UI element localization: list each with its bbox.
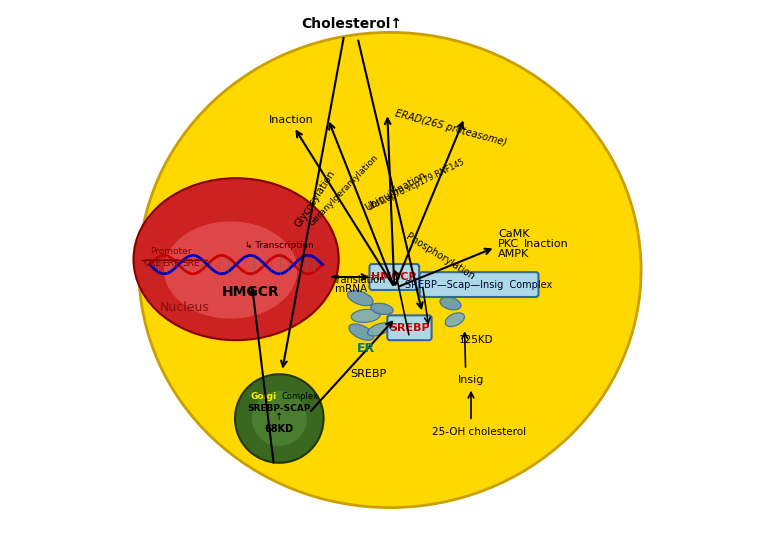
Text: 68KD: 68KD xyxy=(264,424,294,434)
Text: Complex: Complex xyxy=(282,393,318,401)
Text: mRNA: mRNA xyxy=(335,285,367,294)
Text: SREBP: SREBP xyxy=(389,323,430,333)
Text: PKC: PKC xyxy=(498,239,519,249)
Text: AMPK: AMPK xyxy=(498,249,530,259)
Text: CRE: CRE xyxy=(144,259,161,268)
Ellipse shape xyxy=(139,32,641,508)
Text: Inaction: Inaction xyxy=(524,239,569,249)
Text: 125KD: 125KD xyxy=(459,335,494,345)
Text: Promoter: Promoter xyxy=(151,247,192,255)
Ellipse shape xyxy=(440,297,461,310)
Text: ERAD(26S proteasome): ERAD(26S proteasome) xyxy=(394,109,507,148)
Ellipse shape xyxy=(133,178,339,340)
Text: SREBP-SCAP: SREBP-SCAP xyxy=(247,404,311,413)
Text: CaMK: CaMK xyxy=(498,230,530,239)
Text: Inaction: Inaction xyxy=(269,115,314,125)
Text: SREBP—Scap—Insig  Complex: SREBP—Scap—Insig Complex xyxy=(406,280,553,289)
Ellipse shape xyxy=(349,324,374,340)
Text: Ubiquitination: Ubiquitination xyxy=(363,170,427,213)
Text: Cholesterol↑: Cholesterol↑ xyxy=(302,17,402,31)
Ellipse shape xyxy=(445,285,465,296)
Text: Glycosylation: Glycosylation xyxy=(293,168,338,229)
FancyBboxPatch shape xyxy=(370,264,419,290)
Text: ·: · xyxy=(182,257,186,270)
Text: Geranylgeramylation: Geranylgeramylation xyxy=(307,152,381,228)
Text: HMGCR: HMGCR xyxy=(371,272,417,282)
FancyBboxPatch shape xyxy=(420,272,538,297)
Text: Golgi: Golgi xyxy=(250,393,276,401)
Text: ERE: ERE xyxy=(162,259,180,268)
Circle shape xyxy=(252,391,307,446)
Circle shape xyxy=(235,374,324,463)
Text: SREBP: SREBP xyxy=(350,369,387,379)
Ellipse shape xyxy=(445,313,464,327)
Text: ER: ER xyxy=(356,342,374,355)
Ellipse shape xyxy=(164,221,297,319)
Text: Phosphorylation: Phosphorylation xyxy=(404,231,477,282)
Ellipse shape xyxy=(370,303,393,315)
Ellipse shape xyxy=(347,291,373,306)
Text: ↑: ↑ xyxy=(275,413,283,422)
Text: Insig: Insig xyxy=(458,375,484,384)
Ellipse shape xyxy=(351,309,380,322)
Text: HMGCR: HMGCR xyxy=(222,285,279,299)
Text: Translation: Translation xyxy=(332,275,385,285)
Text: ufd1.qp78.vcp179.RNF145: ufd1.qp78.vcp179.RNF145 xyxy=(366,157,466,212)
Text: 25-OH cholesterol: 25-OH cholesterol xyxy=(432,427,526,437)
Text: ↳ Transcription: ↳ Transcription xyxy=(245,241,314,250)
Text: ·: · xyxy=(162,257,166,270)
Text: SRE: SRE xyxy=(183,259,200,268)
Text: Nucleus: Nucleus xyxy=(160,301,210,314)
FancyBboxPatch shape xyxy=(388,315,431,340)
Ellipse shape xyxy=(367,323,391,336)
